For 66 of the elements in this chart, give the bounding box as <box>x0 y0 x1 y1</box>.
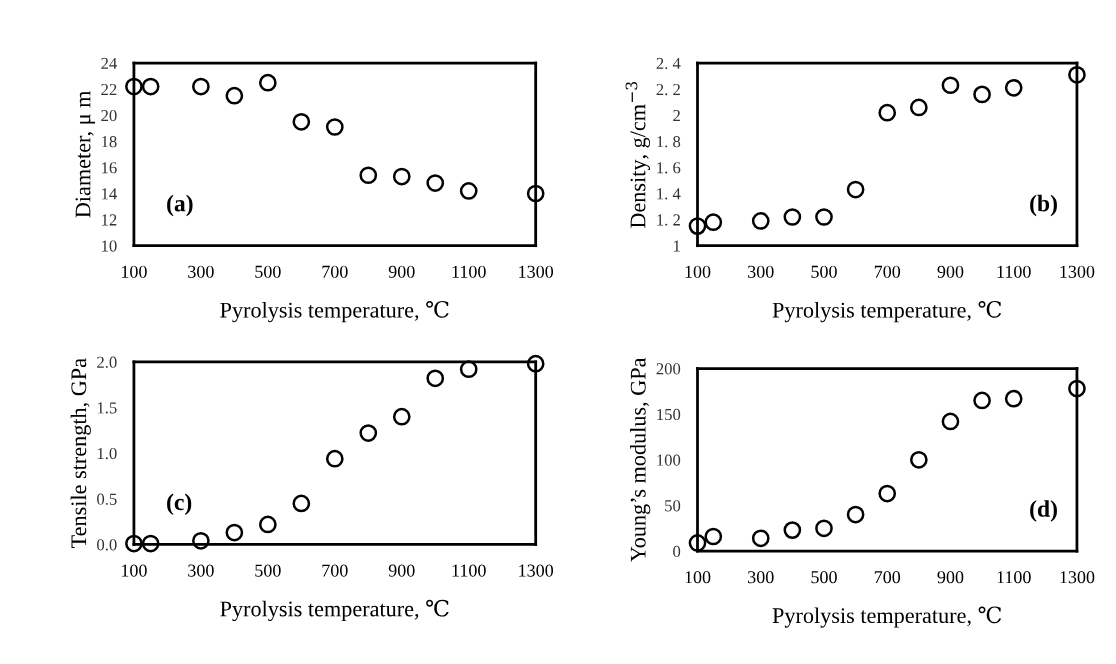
x-tick-label: 1300 <box>519 564 554 577</box>
x-axis-title: Pyrolysis temperature, ℃ <box>772 606 1002 628</box>
y-tick-label: 2.0 <box>97 356 117 368</box>
x-tick-label: 500 <box>811 571 837 584</box>
y-axis-title: Diameter, μ m <box>75 90 96 218</box>
x-tick-label: 700 <box>322 265 348 278</box>
x-tick-label: 900 <box>388 564 415 577</box>
y-tick-label: 0 <box>673 545 681 558</box>
x-tick-label: 1300 <box>519 265 554 278</box>
x-tick-label: 100 <box>685 265 711 278</box>
x-tick-label: 100 <box>121 265 147 278</box>
annotation: (c) <box>167 493 192 516</box>
x-tick-label: 300 <box>188 265 214 278</box>
x-tick-label: 1100 <box>997 571 1031 584</box>
x-tick-label: 900 <box>388 265 415 278</box>
y-tick-label: 100 <box>657 454 681 466</box>
y-tick-label: 2. 2 <box>656 83 680 96</box>
x-tick-label: 700 <box>874 265 901 278</box>
x-tick-label: 1100 <box>452 564 486 577</box>
x-axis-title: Pyrolysis temperature, ℃ <box>772 300 1002 323</box>
y-tick-label: 24 <box>101 57 117 69</box>
y-tick-label: 1.5 <box>97 402 117 414</box>
x-axis-title: Pyrolysis temperature, ℃ <box>220 599 449 622</box>
y-tick-label: 22 <box>101 83 117 95</box>
y-tick-label: 2 <box>673 110 680 122</box>
y-tick-label: 1. 2 <box>657 214 680 226</box>
annotation: (b) <box>1030 194 1057 217</box>
y-tick-label: 0.0 <box>97 539 117 551</box>
x-tick-label: 1100 <box>452 265 486 278</box>
y-tick-label: 1. 4 <box>657 188 681 200</box>
y-tick-label: 2. 4 <box>656 57 681 70</box>
y-tick-label: 14 <box>102 188 117 200</box>
y-tick-label: 50 <box>665 500 681 512</box>
x-tick-label: 900 <box>937 571 964 584</box>
y-tick-label: 1. 8 <box>657 136 681 148</box>
x-tick-label: 500 <box>811 265 837 278</box>
x-tick-label: 500 <box>255 265 281 278</box>
y-tick-label: 16 <box>102 162 117 174</box>
annotation: (a) <box>167 194 193 217</box>
y-tick-label: 200 <box>656 363 681 375</box>
annotation: (d) <box>1030 500 1057 522</box>
x-tick-label: 100 <box>685 571 711 584</box>
x-tick-label: 500 <box>255 564 281 577</box>
y-tick-label: 1.0 <box>97 447 117 460</box>
y-tick-label: 0.5 <box>97 493 117 505</box>
y-tick-label: 1. 6 <box>657 162 681 174</box>
y-axis-title: Tensile strength, GPa <box>70 358 91 548</box>
x-tick-label: 1300 <box>1060 265 1095 278</box>
x-tick-label: 1100 <box>997 265 1031 278</box>
x-tick-label: 900 <box>937 265 964 278</box>
x-tick-label: 1300 <box>1060 571 1095 584</box>
x-tick-label: 300 <box>748 265 774 278</box>
y-tick-label: 20 <box>101 109 117 122</box>
x-axis-title: Pyrolysis temperature, ℃ <box>220 300 449 323</box>
y-axis-title: Young’s modulus, GPa <box>630 357 651 562</box>
x-tick-label: 300 <box>748 571 774 584</box>
x-tick-label: 300 <box>188 564 214 577</box>
x-tick-label: 100 <box>121 564 147 577</box>
y-tick-label: 1 <box>673 240 680 252</box>
y-tick-label: 150 <box>657 408 681 421</box>
y-tick-label: 18 <box>102 136 117 148</box>
y-tick-label: 10 <box>102 240 117 252</box>
x-tick-label: 700 <box>322 564 348 577</box>
y-tick-label: 12 <box>102 214 117 226</box>
y-axis-title: Density, g/cm$^{−3}$ <box>625 81 651 228</box>
x-tick-label: 700 <box>874 571 901 584</box>
